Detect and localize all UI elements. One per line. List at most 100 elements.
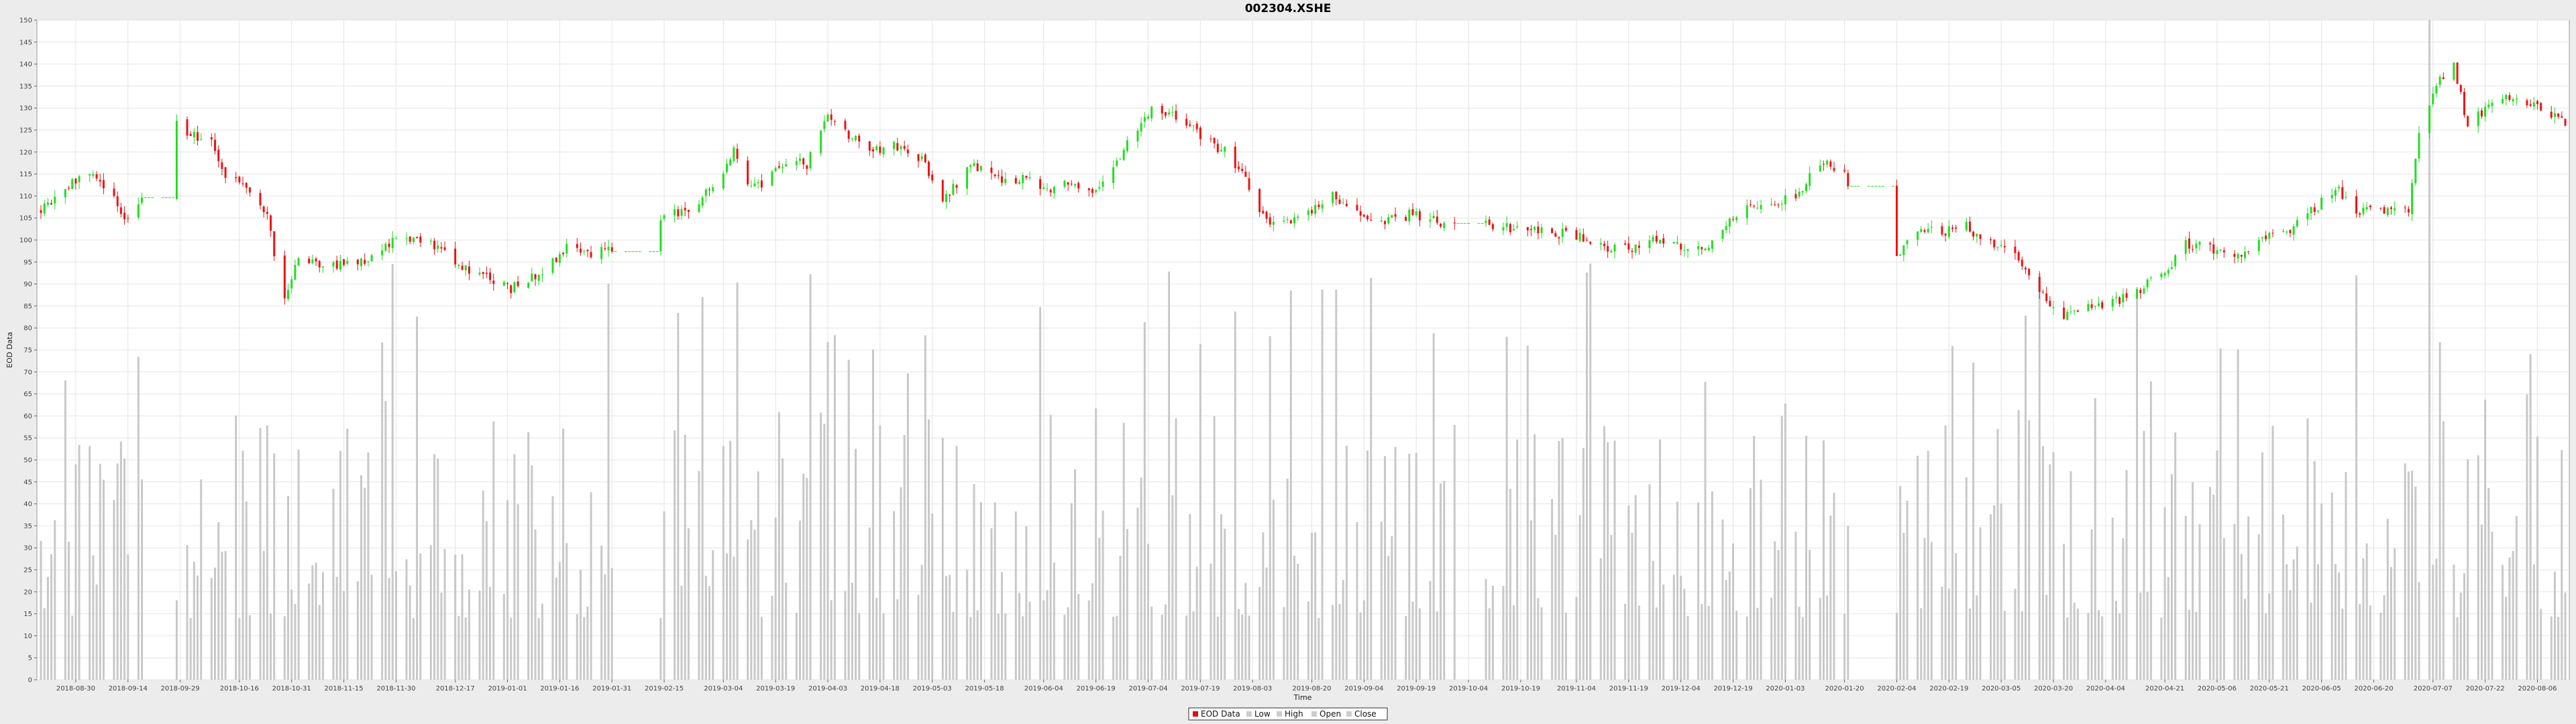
volume-bar (1551, 499, 1554, 680)
candle-body (604, 248, 606, 249)
volume-bar (384, 401, 387, 680)
x-axis-label: Time (1293, 693, 1312, 702)
candle-body (1502, 227, 1505, 231)
candle-body (221, 162, 223, 170)
x-tick-label: 2019-06-04 (1024, 685, 1063, 692)
volume-bar (920, 564, 923, 680)
volume-bar (1917, 455, 1919, 680)
volume-bar (2435, 558, 2438, 680)
volume-bar (2316, 564, 2319, 680)
volume-bar (1042, 600, 1045, 680)
volume-bar (1634, 495, 1637, 680)
volume-bar (2561, 450, 2563, 680)
candle-body (2341, 187, 2344, 199)
y-tick-label: 5 (28, 655, 32, 662)
volume-bar (1147, 544, 1150, 680)
candle-body (1321, 204, 1324, 208)
y-tick-label: 145 (19, 39, 32, 46)
volume-bar (534, 529, 537, 680)
volume-bar (2505, 597, 2508, 680)
volume-bar (809, 274, 812, 680)
candle-body (1680, 243, 1682, 250)
volume-bar (137, 357, 140, 680)
volume-bar (391, 263, 394, 680)
volume-bar (1220, 514, 1223, 680)
candle-body (1234, 146, 1236, 168)
y-tick-label: 50 (23, 457, 32, 465)
candle-body (2111, 298, 2114, 307)
volume-bar (782, 458, 784, 680)
x-tick-label: 2019-08-20 (1292, 685, 1331, 692)
volume-bar (2233, 524, 2236, 680)
candle-body (2143, 288, 2145, 294)
volume-bar (2330, 492, 2333, 680)
x-tick-label: 2020-03-20 (2034, 685, 2073, 692)
candle-body (510, 285, 513, 294)
volume-bar (1150, 606, 1153, 680)
y-tick-label: 105 (19, 215, 32, 223)
volume-bar (1418, 608, 1421, 680)
volume-bar (1192, 611, 1195, 680)
candle-body (1001, 176, 1004, 183)
candle-body (54, 196, 56, 204)
volume-bar (1955, 553, 1957, 680)
candle-body (1561, 229, 1564, 237)
volume-bar (1049, 414, 1052, 680)
candle-body (1509, 224, 1511, 233)
volume-bar (1819, 597, 1821, 680)
volume-bar (1537, 598, 1540, 680)
volume-bar (900, 487, 902, 680)
volume-bar (945, 576, 947, 680)
candle-body (1345, 204, 1348, 206)
volume-bar (2526, 394, 2528, 680)
volume-bar (1529, 520, 1532, 680)
volume-bar (238, 617, 241, 680)
candle-body (537, 274, 540, 281)
candle-body (2407, 208, 2410, 213)
volume-bar (2087, 613, 2090, 680)
volume-bar (2502, 564, 2504, 680)
volume-bar (64, 380, 66, 680)
volume-bar (1990, 514, 1992, 680)
candle-body (189, 133, 192, 136)
volume-bar (590, 492, 592, 680)
volume-bar (409, 585, 411, 680)
x-tick-label: 2018-12-17 (436, 685, 475, 692)
candle-body (1091, 189, 1093, 193)
candle-body (141, 197, 144, 203)
candle-body (785, 164, 788, 167)
volume-bar (1697, 502, 1700, 680)
candle-body (1150, 106, 1153, 119)
candle-body (782, 167, 784, 168)
candle-body (949, 194, 951, 196)
candle-body (725, 164, 728, 172)
volume-bar (941, 438, 944, 680)
candle-body (1944, 233, 1947, 236)
candle-body (1391, 215, 1393, 218)
volume-bar (1272, 499, 1275, 680)
volume-bar (92, 555, 95, 680)
candle-body (513, 282, 516, 292)
volume-bar (924, 335, 926, 680)
volume-bar (2049, 464, 2051, 680)
volume-bar (433, 454, 436, 680)
candle-body (1383, 221, 1386, 225)
candle-body (1809, 173, 1811, 186)
candle-body (1164, 112, 1167, 116)
volume-bar (248, 615, 251, 680)
volume-bar (2149, 381, 2152, 680)
volume-bar (2390, 566, 2392, 680)
volume-bar (2017, 410, 2020, 680)
volume-bar (311, 565, 314, 680)
candle-body (2484, 107, 2487, 117)
volume-bar (1025, 526, 1028, 680)
candle-body (2338, 186, 2341, 188)
y-tick-label: 25 (23, 567, 32, 575)
candle-body (1529, 229, 1532, 231)
x-tick-label: 2020-05-06 (2198, 685, 2237, 692)
candle-body (1053, 186, 1055, 194)
volume-bar (1683, 589, 1686, 680)
candle-body (941, 180, 944, 202)
candle-body (273, 231, 276, 257)
volume-bar (1631, 532, 1633, 680)
